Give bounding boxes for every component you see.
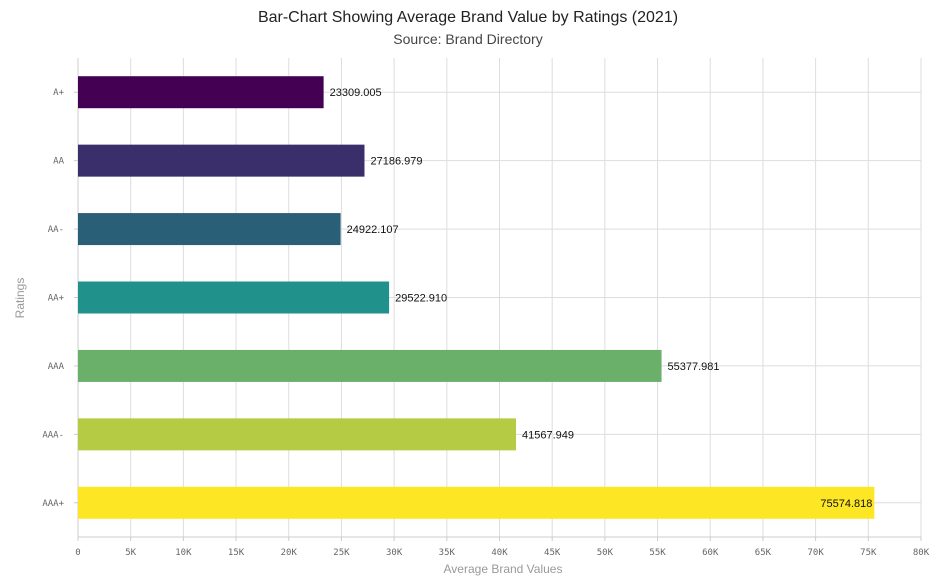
data-label: 55377.981 [668,361,720,373]
y-tick-label: AA [53,157,64,167]
x-tick-label: 60K [702,548,719,558]
data-label: 29522.910 [395,293,447,305]
x-tick-label: 35K [439,548,456,558]
x-tick-label: 30K [386,548,403,558]
chart-title: Bar-Chart Showing Average Brand Value by… [258,9,678,26]
x-tick-label: 25K [333,548,350,558]
data-label: 75574.818 [820,498,872,510]
x-tick-label: 10K [175,548,192,558]
bar [78,486,875,519]
x-tick-label: 45K [544,548,561,558]
bar [78,418,517,451]
data-label: 23309.005 [330,87,382,99]
ticks-layer: 0 5K 10K 15K 20K 25K 30K 35K 40K 45K 50K 55K 60K 65K 7… [42,88,929,558]
bar [78,349,662,382]
x-tick-label: 65K [755,548,772,558]
x-tick-label: 75K [860,548,877,558]
labels-layer: 23309.005 27186.979 24922.107 29522.910 5537… [330,87,873,510]
y-tick-label: AAA+ [42,499,64,509]
y-axis-label: Ratings [13,278,27,319]
bar [78,76,324,109]
x-tick-label: 50K [597,548,614,558]
bar [78,144,365,177]
y-tick-label: AA+ [48,294,65,304]
x-axis-label: Average Brand Values [444,562,563,576]
chart-subtitle: Source: Brand Directory [393,31,542,47]
bar [78,213,341,246]
y-tick-label: AAA- [42,430,64,440]
data-label: 24922.107 [347,224,399,236]
y-tick-label: AA- [48,225,64,235]
x-tick-label: 55K [649,548,666,558]
x-tick-label: 20K [281,548,298,558]
y-tick-label: A+ [53,88,64,98]
data-label: 41567.949 [522,429,574,441]
x-tick-label: 70K [807,548,824,558]
bar [78,281,390,314]
x-tick-label: 0 [75,548,80,558]
x-tick-label: 15K [228,548,245,558]
bars-layer [78,76,875,519]
data-label: 27186.979 [370,156,422,168]
x-tick-label: 5K [125,548,136,558]
y-tick-label: AAA [48,362,65,372]
x-tick-label: 80K [913,548,930,558]
x-tick-label: 40K [491,548,508,558]
